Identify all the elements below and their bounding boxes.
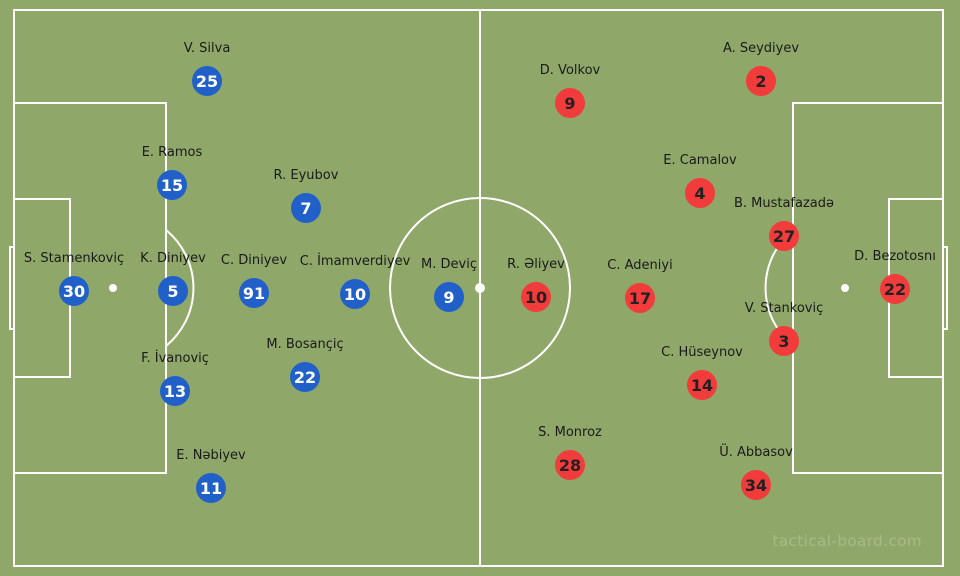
center-circle [389,197,571,379]
player-name: R. Eyubov [273,168,339,183]
player-number[interactable]: 11 [196,473,226,503]
player-number[interactable]: 22 [290,362,320,392]
player-name: E. Nəbiyev [176,448,246,463]
player-name: R. Əliyev [507,257,565,272]
right-penalty-spot [841,284,849,292]
right-goal [942,246,948,330]
player-name: C. İmamverdiyev [299,254,411,269]
player-number[interactable]: 10 [521,282,551,312]
player-number[interactable]: 9 [555,88,585,118]
player-name: Ü. Abbasov [719,445,793,460]
center-spot [475,283,485,293]
player-name: D. Bezotosnı [854,249,936,264]
player-name: D. Volkov [539,63,601,78]
player-number[interactable]: 4 [685,178,715,208]
player-name: V. Silva [183,41,231,56]
player-number[interactable]: 9 [434,282,464,312]
player-number[interactable]: 25 [192,66,222,96]
player-name: M. Bosançiç [266,337,344,352]
player-number[interactable]: 2 [746,66,776,96]
player-number[interactable]: 7 [291,193,321,223]
watermark: tactical-board.com [772,532,922,550]
player-number[interactable]: 34 [741,470,771,500]
player-number[interactable]: 91 [239,278,269,308]
player-number[interactable]: 28 [555,450,585,480]
player-name: A. Seydiyev [722,41,800,56]
player-name: F. İvanoviç [141,351,209,366]
player-name: C. Diniyev [220,253,288,268]
player-number[interactable]: 5 [158,276,188,306]
player-name: V. Stankoviç [744,301,824,316]
player-name: C. Hüseynov [661,345,743,360]
player-number[interactable]: 3 [769,326,799,356]
player-number[interactable]: 14 [687,370,717,400]
player-name: S. Monroz [538,425,602,440]
player-number[interactable]: 27 [769,221,799,251]
player-name: E. Camalov [663,153,737,168]
player-name: M. Deviç [421,257,477,272]
player-number[interactable]: 13 [160,376,190,406]
left-penalty-arc [165,229,195,347]
player-number[interactable]: 17 [625,283,655,313]
player-name: K. Diniyev [140,251,206,266]
right-penalty-box [792,102,944,474]
player-number[interactable]: 10 [340,279,370,309]
player-name: E. Ramos [141,145,203,160]
player-number[interactable]: 15 [157,170,187,200]
left-goal [9,246,15,330]
left-penalty-spot [109,284,117,292]
player-name: C. Adeniyi [607,258,673,273]
player-number[interactable]: 22 [880,274,910,304]
player-name: B. Mustafazadə [733,196,835,211]
player-number[interactable]: 30 [59,276,89,306]
player-name: S. Stamenkoviç [23,251,125,266]
